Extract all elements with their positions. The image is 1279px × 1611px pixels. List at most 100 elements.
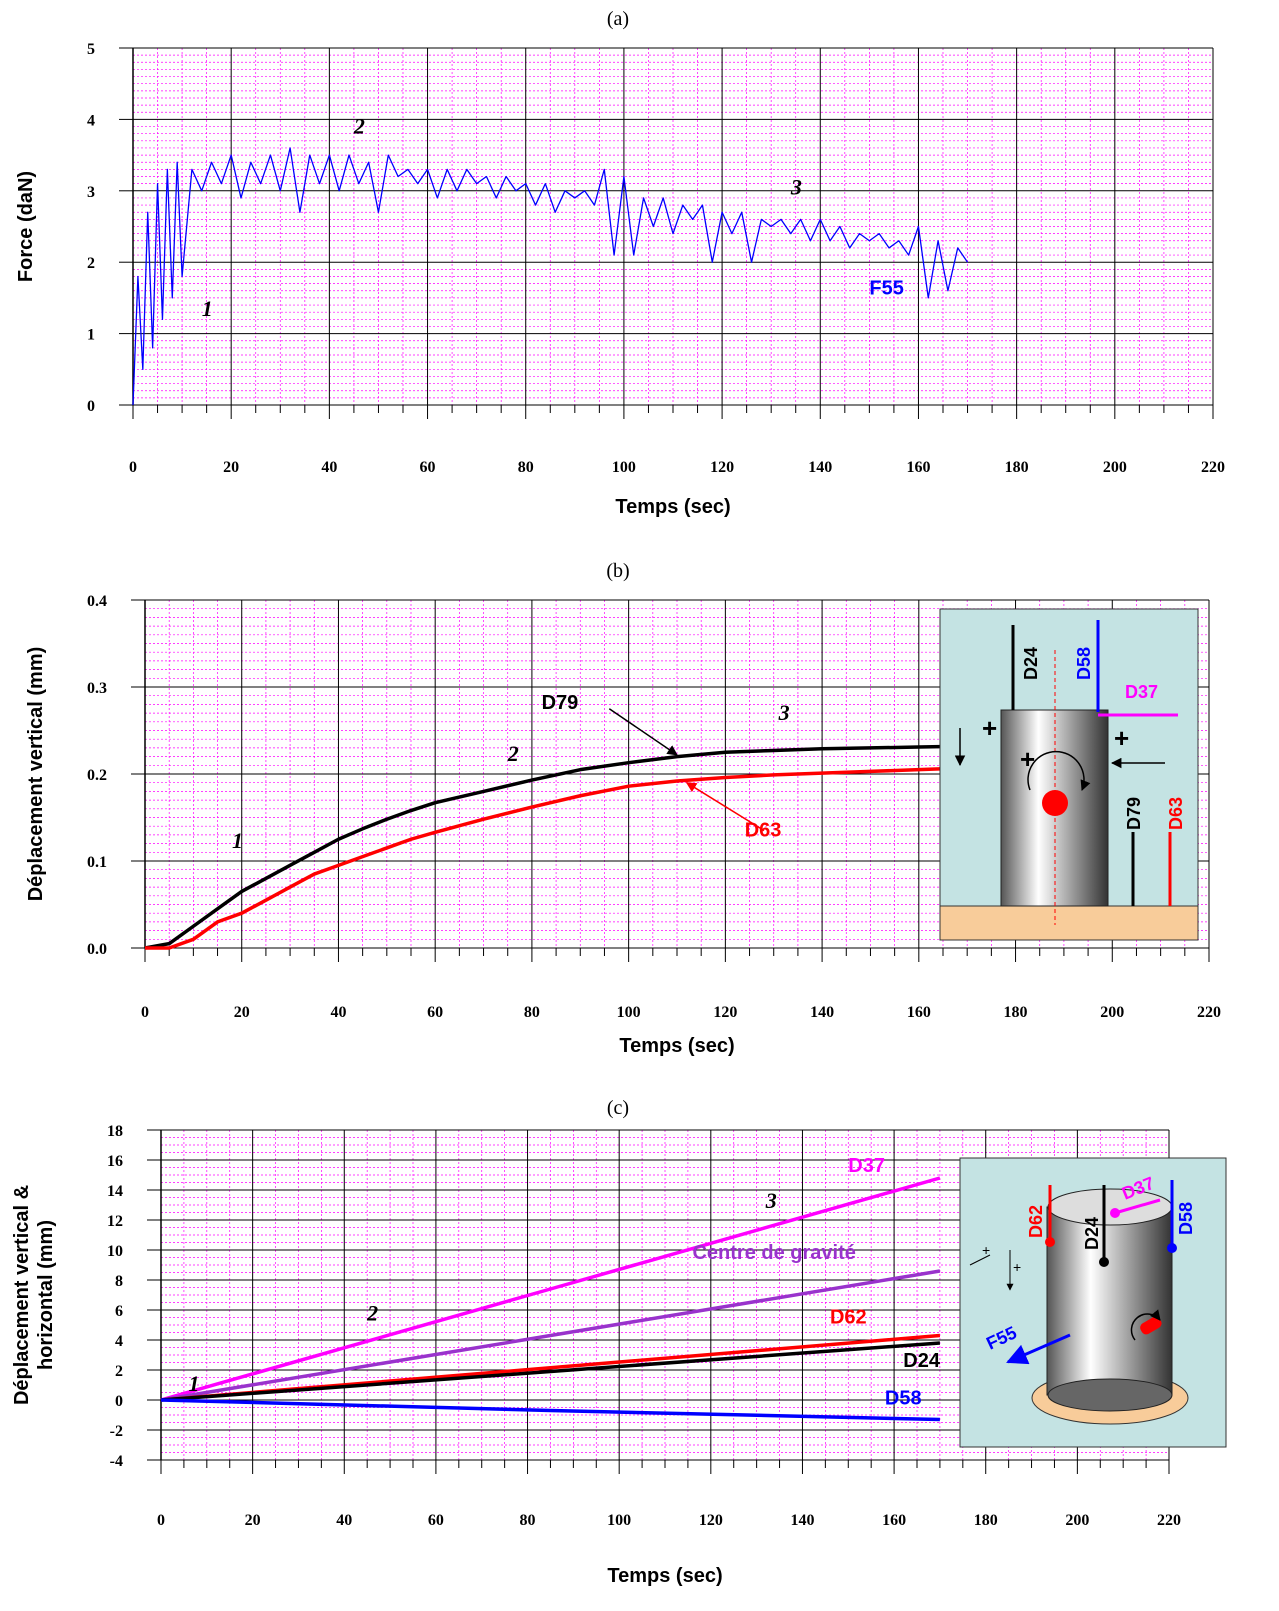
x-tick-label: 120	[713, 1004, 737, 1021]
y-tick-label: -2	[110, 1423, 123, 1440]
annotation: 2	[366, 1301, 378, 1326]
data-line	[132, 147, 969, 406]
x-tick-label: 100	[612, 459, 636, 476]
inset-label: D24	[1082, 1217, 1102, 1250]
x-tick-label: 120	[699, 1512, 723, 1529]
x-tick-label: 100	[617, 1004, 641, 1021]
chart-title: (b)	[606, 560, 629, 582]
y-axis-title: Déplacement vertical (mm)	[25, 647, 47, 902]
inset-label: D58	[1176, 1202, 1196, 1235]
annotation: 3	[790, 174, 802, 199]
inset-label: D58	[1074, 647, 1094, 680]
y-tick-label: 0.4	[87, 593, 107, 610]
series-label: Centre de gravité	[692, 1242, 855, 1264]
x-tick-label: 140	[790, 1512, 814, 1529]
x-tick-label: 80	[524, 1004, 540, 1021]
inset-diagram-c: ++ D62 D24 D37 D58 F55	[959, 1157, 1227, 1448]
data-line	[160, 1341, 941, 1402]
x-tick-label: 220	[1157, 1512, 1181, 1529]
x-tick-label: 40	[336, 1512, 352, 1529]
x-axis-title: Temps (sec)	[615, 496, 730, 518]
y-axis-title: Force (daN)	[15, 171, 37, 282]
annotation: 1	[232, 828, 243, 853]
x-tick-label: 60	[428, 1512, 444, 1529]
data-line	[160, 1398, 940, 1422]
inset-diagram-b: + + + D24 D58 D37 D79 D63	[939, 608, 1199, 941]
y-tick-label: 4	[115, 1333, 123, 1350]
x-tick-label: 0	[141, 1004, 149, 1021]
y-tick-label: 0.3	[87, 680, 107, 697]
chart-title: (c)	[607, 1097, 629, 1119]
x-tick-label: 20	[245, 1512, 261, 1529]
x-tick-label: 160	[882, 1512, 906, 1529]
inset-label: D24	[1021, 647, 1041, 680]
y-tick-label: 0.2	[87, 767, 107, 784]
inset-label: D37	[1125, 682, 1158, 702]
y-tick-label: 2	[115, 1363, 123, 1380]
inset-label: D62	[1026, 1205, 1046, 1238]
x-tick-label: 120	[710, 459, 734, 476]
annotation: 2	[353, 114, 365, 139]
x-tick-label: 200	[1100, 1004, 1124, 1021]
annotation: 1	[202, 296, 213, 321]
x-tick-label: 180	[1005, 459, 1029, 476]
x-tick-label: 40	[330, 1004, 346, 1021]
annotation: F55	[869, 277, 903, 299]
x-tick-label: 0	[157, 1512, 165, 1529]
y-tick-label: 5	[87, 41, 95, 58]
y-tick-label: 10	[107, 1243, 123, 1260]
x-tick-label: 60	[427, 1004, 443, 1021]
y-tick-label: 0	[115, 1393, 123, 1410]
series-label: D24	[903, 1350, 941, 1372]
x-tick-label: 100	[607, 1512, 631, 1529]
y-tick-label: 4	[87, 112, 95, 129]
svg-text:+: +	[1013, 1259, 1021, 1275]
inset-label: D79	[1124, 797, 1144, 830]
inset-label: D63	[1166, 797, 1186, 830]
svg-text:+: +	[1020, 744, 1035, 774]
y-tick-label: 1	[87, 327, 95, 344]
x-tick-label: 20	[234, 1004, 250, 1021]
x-axis-title: Temps (sec)	[607, 1565, 722, 1587]
series-label: D37	[848, 1155, 885, 1177]
svg-text:+: +	[982, 1242, 990, 1258]
x-tick-label: 160	[907, 1004, 931, 1021]
x-tick-label: 220	[1201, 459, 1225, 476]
y-tick-label: 3	[87, 184, 95, 201]
y-tick-label: 0.0	[87, 941, 107, 958]
x-tick-label: 200	[1103, 459, 1127, 476]
y-tick-label: 16	[107, 1153, 123, 1170]
annotation: 3	[778, 700, 790, 725]
annotation: 2	[507, 741, 519, 766]
label-arrow	[608, 708, 678, 756]
svg-text:+: +	[982, 713, 997, 743]
data-line	[160, 1176, 941, 1402]
x-tick-label: 20	[223, 459, 239, 476]
y-tick-label: 12	[107, 1213, 123, 1230]
x-tick-label: 80	[518, 459, 534, 476]
y-tick-label: 0	[87, 398, 95, 415]
label-arrow	[685, 782, 765, 832]
x-tick-label: 60	[420, 459, 436, 476]
y-tick-label: 8	[115, 1273, 123, 1290]
data-line	[160, 1269, 941, 1402]
y-tick-label: -4	[110, 1453, 123, 1470]
chart-title: (a)	[607, 8, 629, 30]
series-label: D62	[830, 1307, 867, 1329]
x-tick-label: 180	[974, 1512, 998, 1529]
x-tick-label: 0	[129, 459, 137, 476]
x-tick-label: 140	[810, 1004, 834, 1021]
x-tick-label: 80	[520, 1512, 536, 1529]
x-tick-label: 220	[1197, 1004, 1221, 1021]
annotation: 3	[765, 1188, 777, 1213]
x-tick-label: 140	[808, 459, 832, 476]
y-axis-title: horizontal (mm)	[35, 1220, 57, 1370]
y-tick-label: 2	[87, 255, 95, 272]
x-tick-label: 160	[906, 459, 930, 476]
x-tick-label: 180	[1004, 1004, 1028, 1021]
series-label: D79	[542, 692, 579, 714]
data-line	[145, 766, 968, 950]
series-label: D58	[885, 1388, 922, 1410]
